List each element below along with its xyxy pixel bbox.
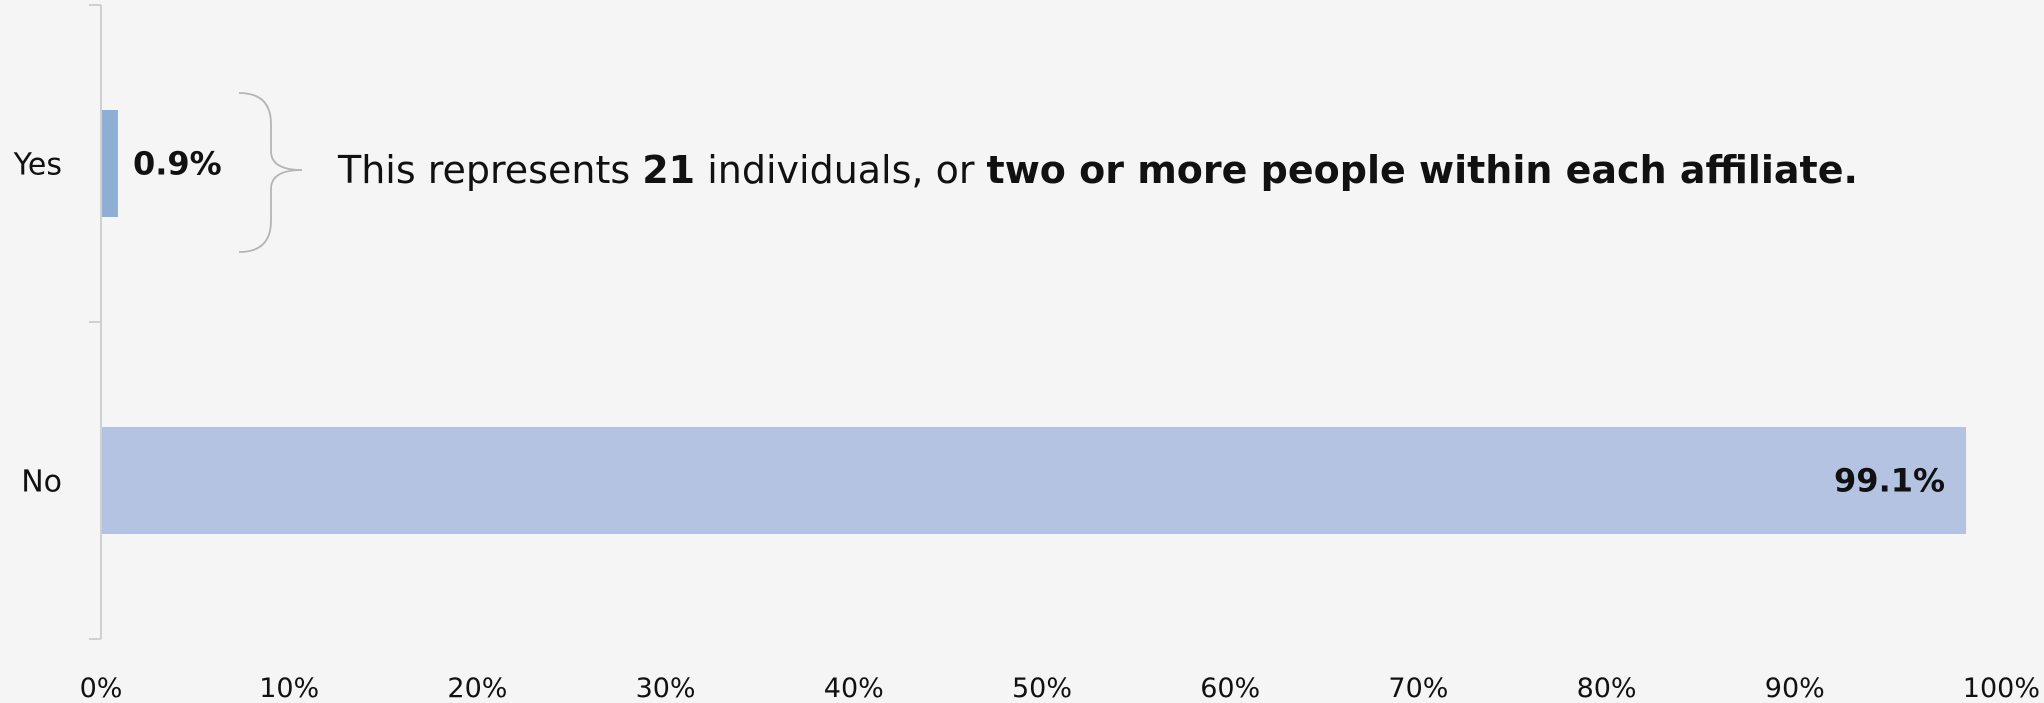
- x-tick-label: 10%: [259, 673, 319, 703]
- annotation-text-2: individuals, or: [695, 148, 986, 192]
- annotation-text-1: This represents: [337, 148, 642, 192]
- x-tick-label: 90%: [1765, 673, 1825, 703]
- category-label-yes: Yes: [13, 148, 62, 183]
- x-tick-label: 100%: [1963, 673, 2040, 703]
- annotation-text: This represents 21 individuals, or two o…: [337, 148, 1858, 192]
- category-label-no: No: [21, 465, 62, 500]
- annotation-emphasis: two or more people within each affiliate…: [987, 148, 1858, 192]
- x-tick-label: 0%: [80, 673, 123, 703]
- curly-brace: [238, 92, 303, 253]
- x-tick-label: 40%: [824, 673, 884, 703]
- bar-yes: [102, 110, 118, 217]
- data-label-yes: 0.9%: [133, 145, 222, 183]
- data-label-no: 99.1%: [1834, 462, 1945, 500]
- x-tick-label: 80%: [1577, 673, 1637, 703]
- x-tick-label: 60%: [1200, 673, 1260, 703]
- x-tick-label: 70%: [1388, 673, 1448, 703]
- x-tick-label: 20%: [447, 673, 507, 703]
- bar-no: [102, 427, 1967, 534]
- x-tick-label: 50%: [1012, 673, 1072, 703]
- annotation-count: 21: [642, 148, 695, 192]
- x-tick-label: 30%: [636, 673, 696, 703]
